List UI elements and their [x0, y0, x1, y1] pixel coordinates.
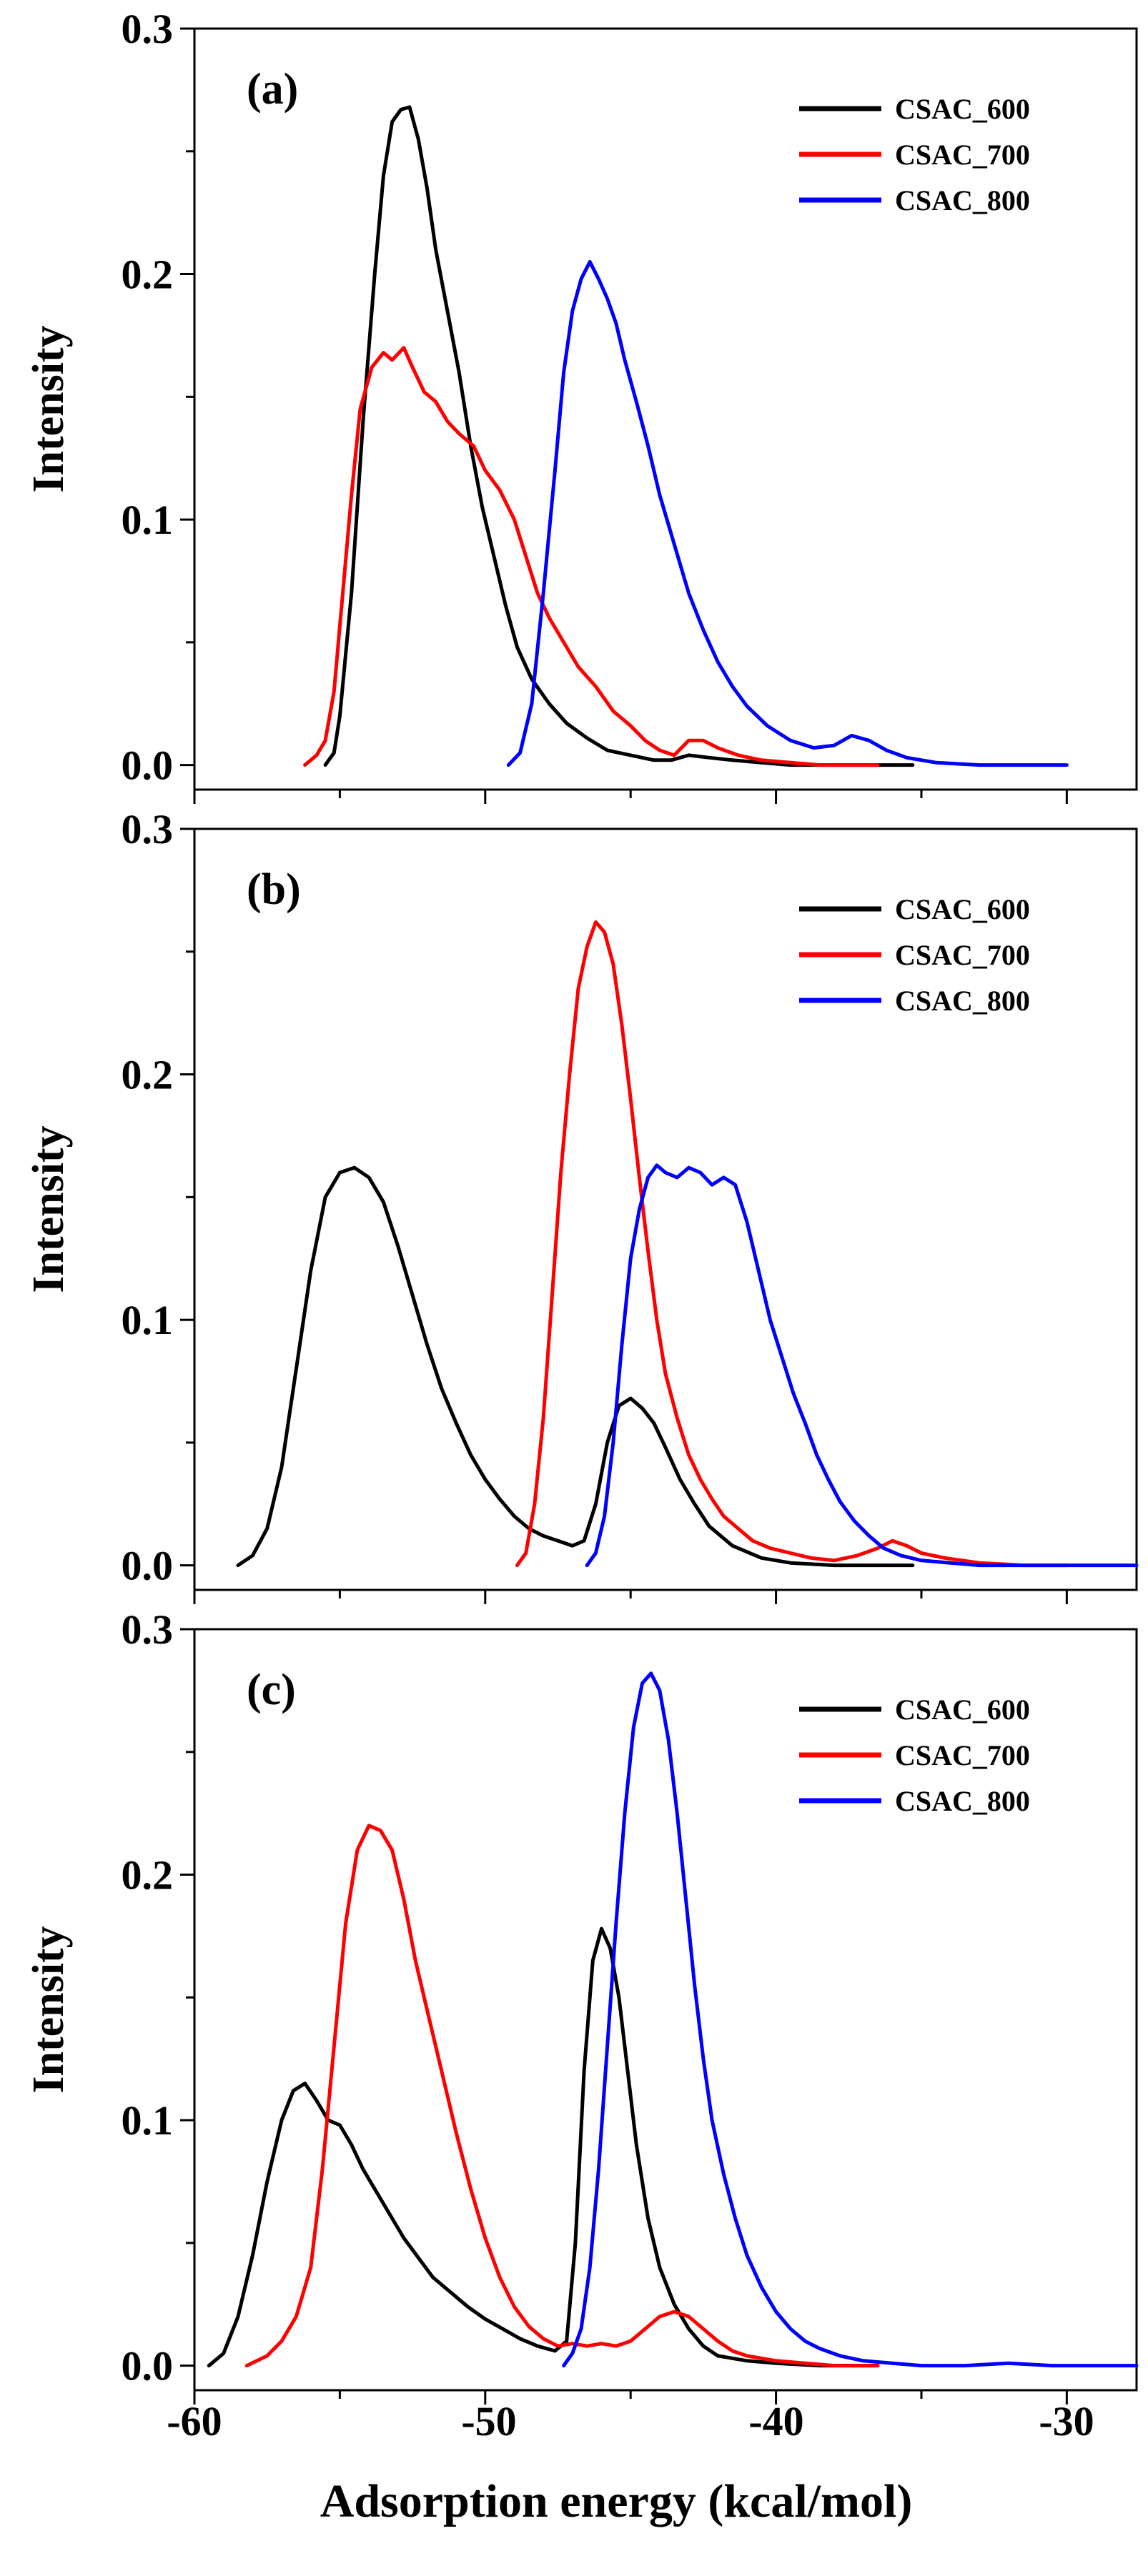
y-tick-label: 0.2 — [122, 252, 174, 298]
series-line — [323, 105, 915, 767]
y-tick-label: 0.3 — [122, 6, 174, 52]
legend: CSAC_600 CSAC_700 CSAC_800 — [799, 93, 1030, 217]
y-tick-label: 0.3 — [122, 806, 174, 852]
y-tick-label: 0.0 — [122, 742, 174, 789]
plot-frame — [193, 27, 1138, 791]
series-line — [506, 259, 1069, 767]
x-axis-labels: -60 -50 -40 -30 Adsorption energy (kcal/… — [167, 2398, 1094, 2527]
legend-label: CSAC_700 — [895, 139, 1030, 171]
y-tick-label: 0.0 — [122, 2343, 174, 2389]
x-tick-label: -40 — [748, 2398, 803, 2445]
series-line — [236, 1165, 915, 1568]
legend-label: CSAC_800 — [895, 1785, 1030, 1817]
y-tick-label: 0.0 — [122, 1543, 174, 1589]
chart-panel: 0.0 0.1 0.2 0.3 Intensity (c) CSAC_600 CSAC_700… — [24, 1606, 1139, 2405]
chart-panel: 0.0 0.1 0.2 0.3 Intensity (a) CSAC_600 CSAC_700… — [24, 6, 1138, 804]
y-tick-label: 0.3 — [122, 1606, 174, 1653]
x-axis-title: Adsorption energy (kcal/mol) — [320, 2475, 913, 2527]
y-tick-label: 0.2 — [122, 1852, 174, 1899]
series-line — [207, 1926, 880, 2368]
series-line — [303, 346, 880, 767]
legend-label: CSAC_800 — [895, 184, 1030, 217]
legend-label: CSAC_800 — [895, 985, 1030, 1017]
x-tick-label: -50 — [461, 2398, 516, 2445]
panel-label: (a) — [247, 65, 298, 114]
x-tick-label: -30 — [1039, 2398, 1094, 2445]
panel-label: (c) — [247, 1666, 296, 1714]
legend-label: CSAC_600 — [895, 93, 1030, 125]
series-line — [244, 1824, 880, 2368]
y-tick-label: 0.1 — [122, 1297, 174, 1343]
plot-frame — [193, 1628, 1138, 2392]
series-line — [585, 1163, 1139, 1568]
y-axis-title: Intensity — [24, 1926, 73, 2093]
y-tick-label: 0.1 — [122, 2097, 174, 2144]
plot-frame — [193, 827, 1138, 1591]
legend: CSAC_600 CSAC_700 CSAC_800 — [799, 893, 1030, 1017]
chart-panel: 0.0 0.1 0.2 0.3 Intensity (b) CSAC_600 CSAC_700… — [24, 806, 1139, 1604]
x-tick-label: -60 — [167, 2398, 222, 2445]
legend: CSAC_600 CSAC_700 CSAC_800 — [799, 1694, 1030, 1817]
legend-label: CSAC_600 — [895, 893, 1030, 925]
y-tick-label: 0.2 — [122, 1052, 174, 1098]
y-tick-label: 0.1 — [122, 497, 174, 543]
legend-label: CSAC_700 — [895, 1739, 1030, 1771]
legend-label: CSAC_700 — [895, 939, 1030, 971]
series-line — [562, 1671, 1139, 2368]
series-line — [515, 920, 1069, 1568]
y-axis-title: Intensity — [24, 325, 73, 492]
panel-label: (b) — [247, 865, 301, 914]
y-axis-title: Intensity — [24, 1125, 73, 1293]
legend-label: CSAC_600 — [895, 1694, 1030, 1726]
